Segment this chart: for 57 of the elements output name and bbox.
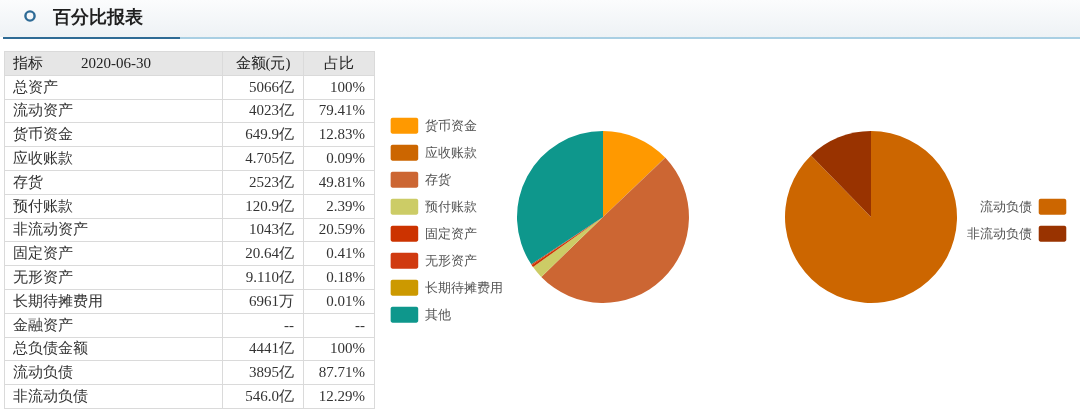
- text: 49.81%: [318, 173, 365, 190]
- legend-label: 货币资金: [425, 117, 478, 133]
- category-label: 金融资产: [13, 316, 73, 333]
- text: --: [355, 316, 365, 333]
- text: 4023亿: [249, 102, 294, 119]
- text: --: [284, 316, 294, 333]
- text: 3895亿: [249, 364, 294, 381]
- text: 0.01%: [326, 292, 365, 309]
- legend-label: 其他: [425, 306, 452, 322]
- text: 百分比报表: [53, 5, 143, 29]
- text: 649.9亿: [245, 126, 294, 143]
- text: 100%: [330, 340, 365, 357]
- text: 12.83%: [318, 126, 365, 143]
- category-label: 流动资产: [13, 102, 73, 119]
- text: 指标: [13, 54, 43, 71]
- category-label: 应收账款: [13, 150, 73, 167]
- legend-label: 存货: [425, 171, 452, 187]
- text: 1043亿: [249, 221, 294, 238]
- category-label: 非流动负债: [13, 388, 88, 405]
- legend-label: 应收账款: [425, 144, 478, 160]
- text: 0.18%: [326, 269, 365, 286]
- category-label: 非流动资产: [13, 221, 88, 238]
- category-label: 总负债金额: [13, 340, 88, 357]
- legend-label: 非流动负债: [967, 225, 1033, 241]
- text: 12.29%: [318, 388, 365, 405]
- legend-label: 长期待摊费用: [425, 279, 504, 295]
- text: 2.39%: [326, 197, 365, 214]
- category-label: 存货: [13, 173, 43, 190]
- category-label: 预付账款: [13, 197, 73, 214]
- text: 87.71%: [318, 364, 365, 381]
- legend-label: 固定资产: [425, 225, 478, 241]
- text: 20.59%: [318, 221, 365, 238]
- text: 2020-06-30: [81, 54, 151, 71]
- text: 120.9亿: [245, 197, 294, 214]
- legend-label: 流动负债: [980, 198, 1033, 214]
- category-label: 总资产: [13, 78, 58, 95]
- text: 0.09%: [326, 150, 365, 167]
- text: 9.110亿: [245, 269, 294, 286]
- text: 4.705亿: [245, 150, 294, 167]
- category-label: 金额(元): [222, 51, 304, 76]
- text: 4441亿: [249, 340, 294, 357]
- legend-label: 无形资产: [425, 252, 478, 268]
- category-label: 长期待摊费用: [13, 292, 103, 309]
- text: 5066亿: [249, 78, 294, 95]
- text: 2523亿: [249, 173, 294, 190]
- category-label: 无形资产: [13, 269, 73, 286]
- legend-label: 预付账款: [425, 198, 478, 214]
- category-label: 流动负债: [13, 364, 73, 381]
- text: 100%: [330, 78, 365, 95]
- text: 0.41%: [326, 245, 365, 262]
- text: 6961万: [249, 292, 294, 309]
- text: 20.64亿: [245, 245, 294, 262]
- text: 79.41%: [318, 102, 365, 119]
- category-label: 固定资产: [13, 245, 73, 262]
- category-label: 占比: [303, 51, 375, 76]
- category-label: 货币资金: [13, 126, 73, 143]
- text: 546.0亿: [245, 388, 294, 405]
